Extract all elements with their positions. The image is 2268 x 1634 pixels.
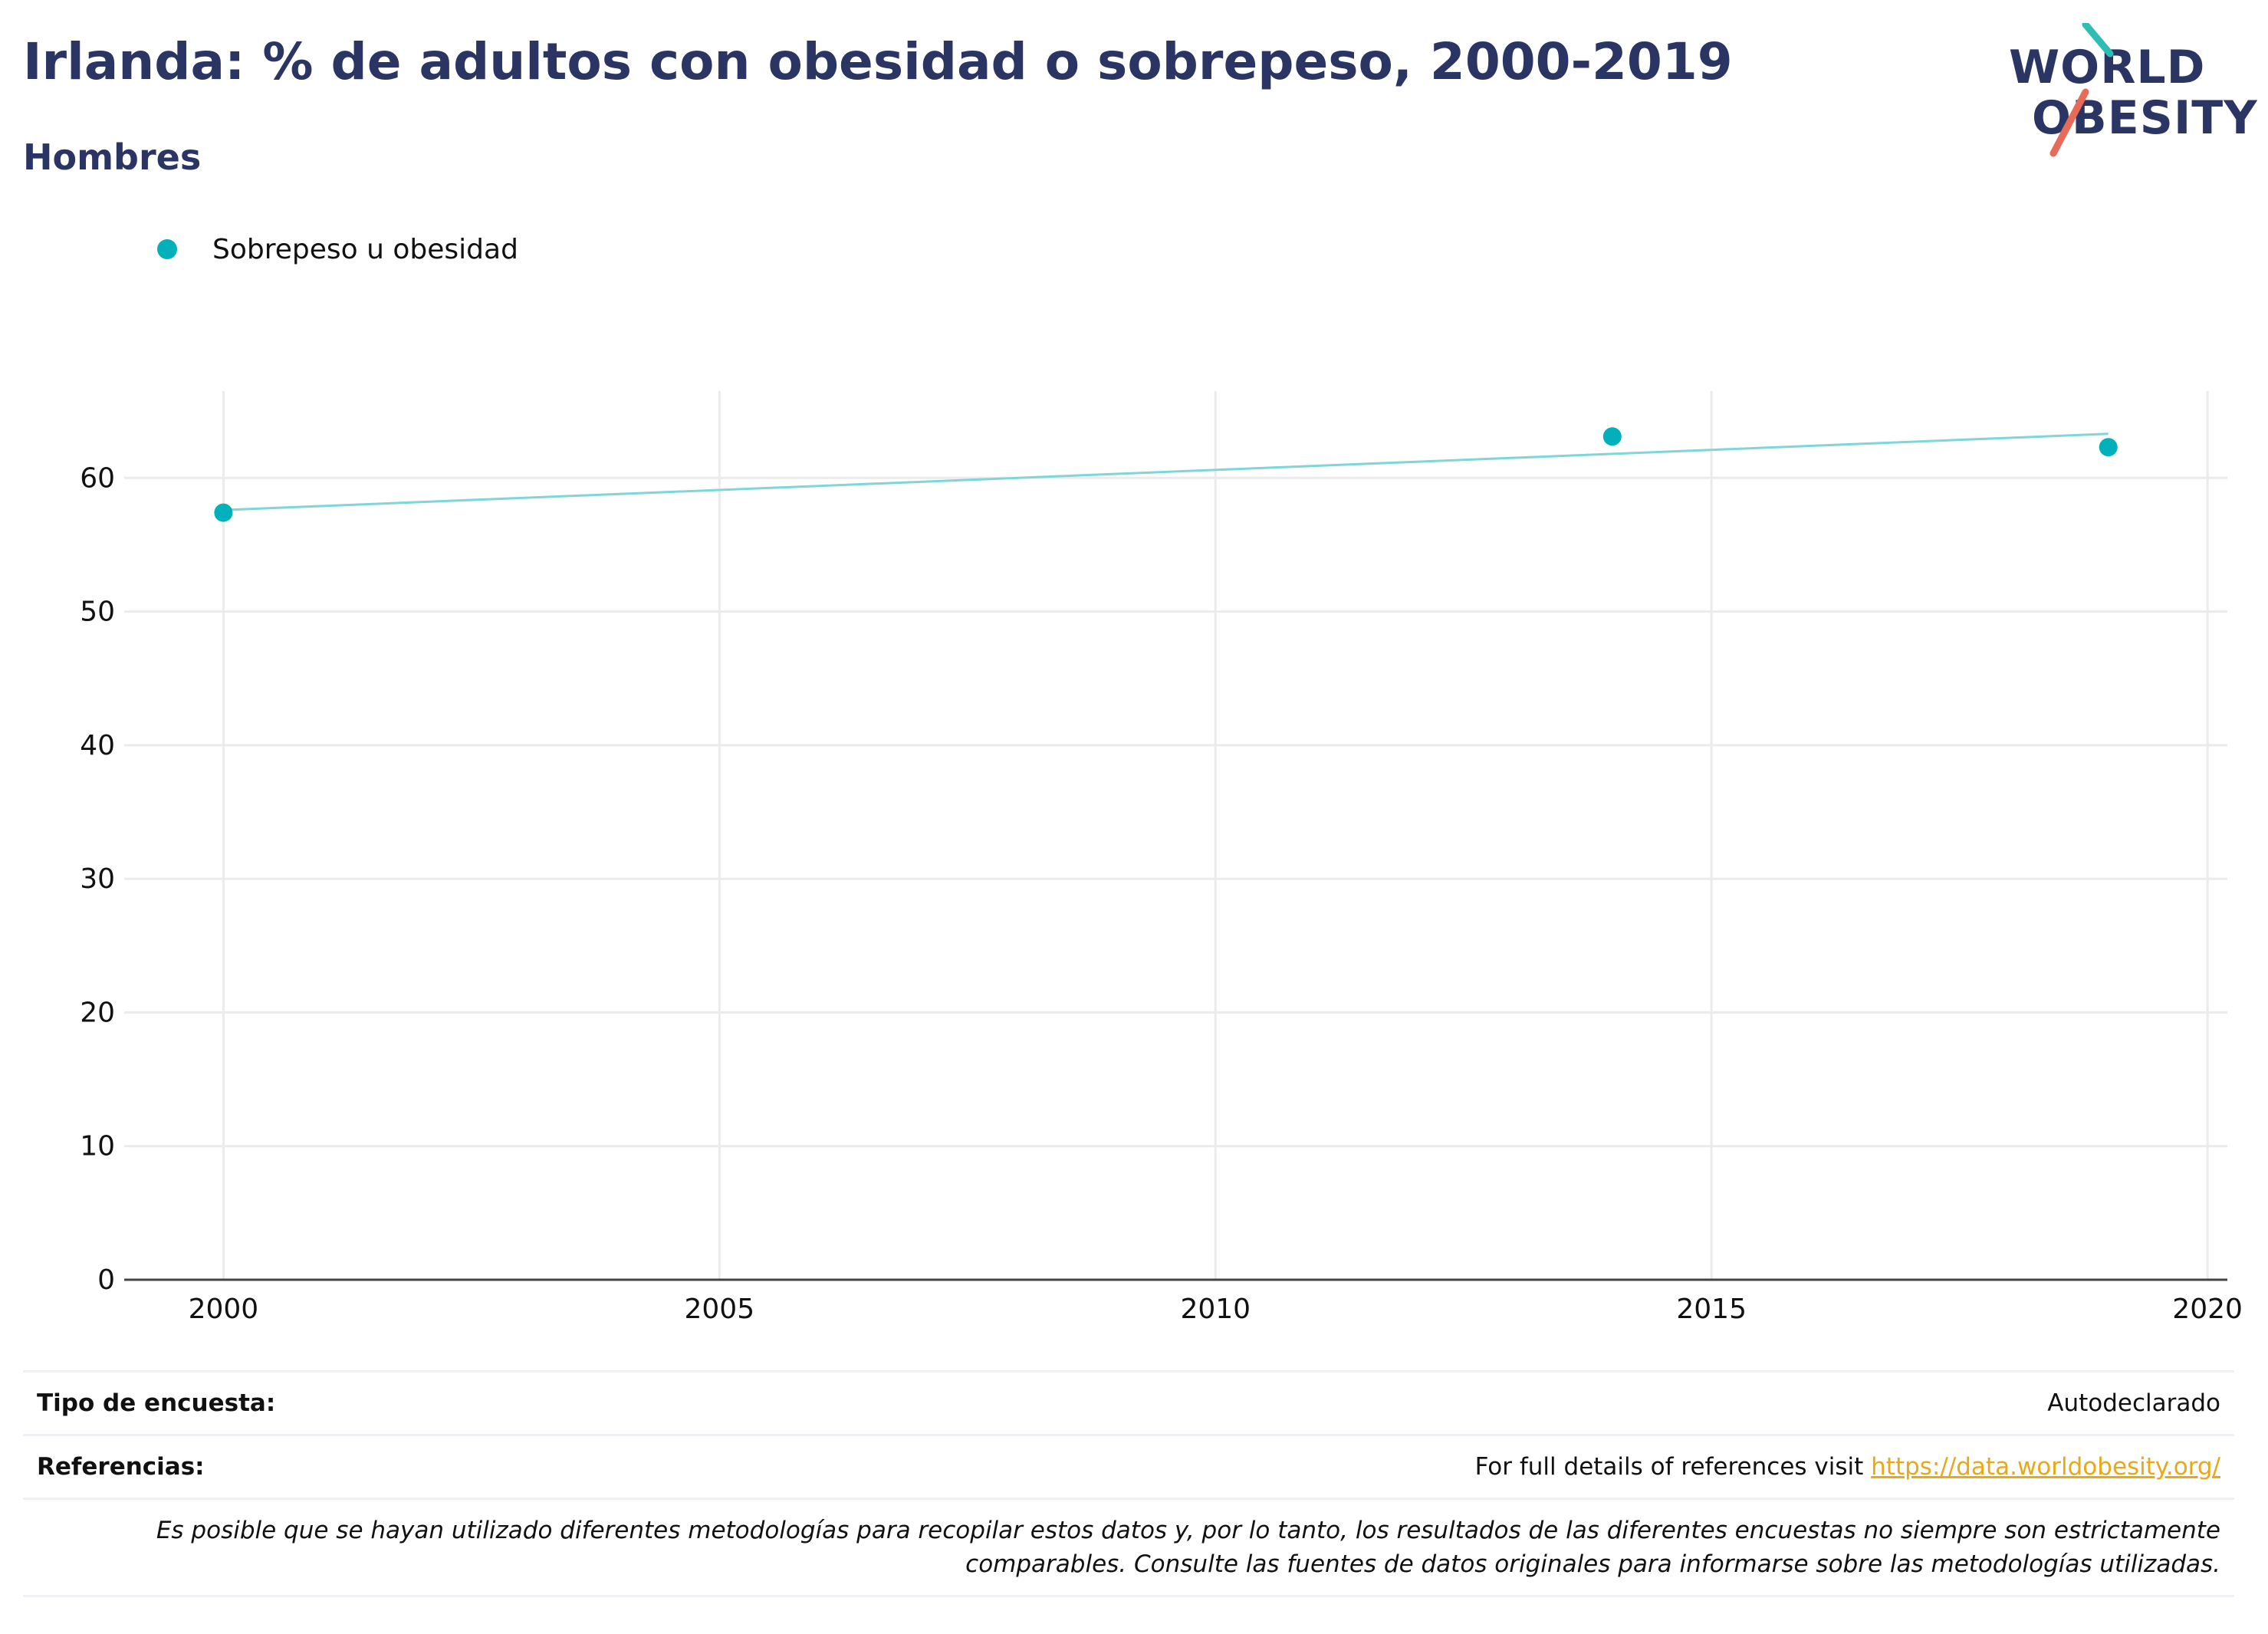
y-tick-label: 50 — [80, 597, 115, 628]
references-link[interactable]: https://data.worldobesity.org/ — [1871, 1453, 2220, 1481]
x-tick-label: 2005 — [685, 1294, 755, 1325]
chart-subtitle: Hombres — [23, 136, 202, 178]
data-point — [1602, 427, 1622, 446]
survey-type-label: Tipo de encuesta: — [37, 1389, 276, 1417]
references-label: Referencias: — [37, 1453, 205, 1481]
legend-marker-icon — [157, 239, 177, 259]
y-tick-label: 20 — [80, 997, 115, 1028]
x-tick-label: 2010 — [1180, 1294, 1251, 1325]
survey-type-row: Tipo de encuesta: Autodeclarado — [23, 1370, 2234, 1434]
legend-label: Sobrepeso u obesidad — [212, 233, 518, 265]
y-tick-label: 0 — [97, 1264, 115, 1296]
data-point — [2099, 438, 2118, 457]
survey-type-value: Autodeclarado — [2047, 1389, 2220, 1417]
references-row: Referencias: For full details of referen… — [23, 1434, 2234, 1498]
x-tick-label: 2015 — [1676, 1294, 1747, 1325]
chart-footer: Tipo de encuesta: Autodeclarado Referenc… — [23, 1370, 2234, 1597]
scatter-chart: 0 10 20 30 40 50 60 2000 2005 2010 2015 2020 — [80, 391, 2243, 1325]
references-value: For full details of references visit htt… — [1475, 1453, 2220, 1481]
trendline — [223, 432, 2109, 511]
references-text: For full details of references visit — [1474, 1453, 1864, 1481]
y-tick-label: 30 — [80, 863, 115, 895]
chart-title: Irlanda: % de adultos con obesidad o sob… — [23, 32, 1733, 91]
y-tick-label: 40 — [80, 730, 115, 761]
x-tick-label: 2020 — [2172, 1294, 2243, 1325]
y-tick-label: 60 — [80, 462, 115, 494]
world-obesity-logo[interactable]: WORLD OBESITY — [2001, 23, 2257, 161]
methodology-note: Es posible que se hayan utilizado difere… — [23, 1498, 2234, 1597]
data-point — [214, 503, 233, 522]
y-tick-label: 10 — [80, 1131, 115, 1162]
x-tick-label: 2000 — [189, 1294, 259, 1325]
legend[interactable]: Sobrepeso u obesidad — [157, 230, 518, 268]
logo-slash-icon — [2049, 23, 2114, 157]
